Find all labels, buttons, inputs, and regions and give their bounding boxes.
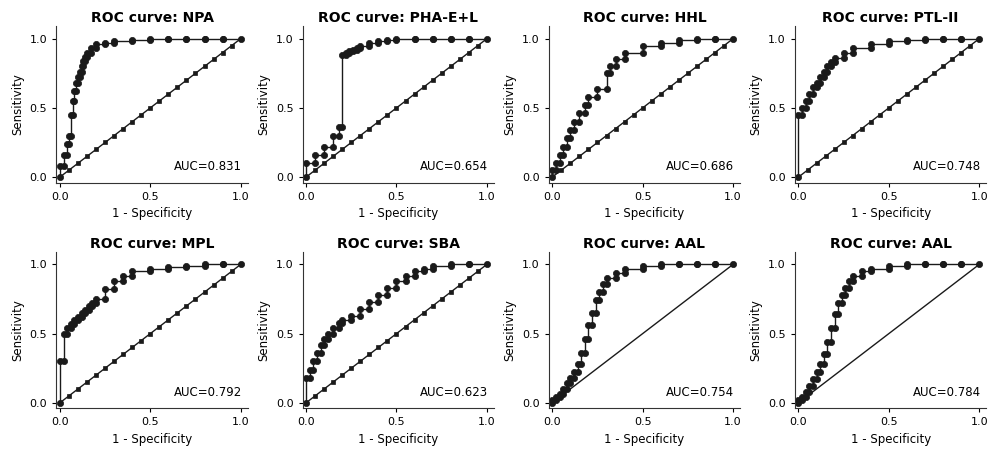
Y-axis label: Sensitivity: Sensitivity — [750, 299, 763, 361]
X-axis label: 1 - Specificity: 1 - Specificity — [112, 207, 192, 220]
Text: AUC=0.792: AUC=0.792 — [174, 386, 242, 399]
Text: AUC=0.831: AUC=0.831 — [174, 160, 242, 173]
Y-axis label: Sensitivity: Sensitivity — [750, 74, 763, 135]
Y-axis label: Sensitivity: Sensitivity — [503, 299, 516, 361]
Title: ROC curve: AAL: ROC curve: AAL — [830, 237, 952, 251]
Text: AUC=0.754: AUC=0.754 — [666, 386, 735, 399]
Title: ROC curve: AAL: ROC curve: AAL — [583, 237, 705, 251]
Title: ROC curve: NPA: ROC curve: NPA — [91, 11, 214, 25]
Text: AUC=0.748: AUC=0.748 — [913, 160, 981, 173]
Y-axis label: Sensitivity: Sensitivity — [11, 299, 24, 361]
X-axis label: 1 - Specificity: 1 - Specificity — [851, 433, 931, 446]
X-axis label: 1 - Specificity: 1 - Specificity — [604, 433, 685, 446]
Title: ROC curve: PTL-II: ROC curve: PTL-II — [822, 11, 959, 25]
Text: AUC=0.654: AUC=0.654 — [420, 160, 488, 173]
X-axis label: 1 - Specificity: 1 - Specificity — [851, 207, 931, 220]
Y-axis label: Sensitivity: Sensitivity — [257, 299, 270, 361]
Y-axis label: Sensitivity: Sensitivity — [11, 74, 24, 135]
Title: ROC curve: SBA: ROC curve: SBA — [337, 237, 460, 251]
Text: AUC=0.686: AUC=0.686 — [666, 160, 735, 173]
X-axis label: 1 - Specificity: 1 - Specificity — [604, 207, 685, 220]
Text: AUC=0.623: AUC=0.623 — [420, 386, 488, 399]
X-axis label: 1 - Specificity: 1 - Specificity — [358, 433, 438, 446]
Title: ROC curve: MPL: ROC curve: MPL — [90, 237, 214, 251]
Title: ROC curve: PHA-E+L: ROC curve: PHA-E+L — [318, 11, 478, 25]
Text: AUC=0.784: AUC=0.784 — [913, 386, 981, 399]
X-axis label: 1 - Specificity: 1 - Specificity — [358, 207, 438, 220]
Y-axis label: Sensitivity: Sensitivity — [257, 74, 270, 135]
Title: ROC curve: HHL: ROC curve: HHL — [583, 11, 706, 25]
Y-axis label: Sensitivity: Sensitivity — [503, 74, 516, 135]
X-axis label: 1 - Specificity: 1 - Specificity — [112, 433, 192, 446]
